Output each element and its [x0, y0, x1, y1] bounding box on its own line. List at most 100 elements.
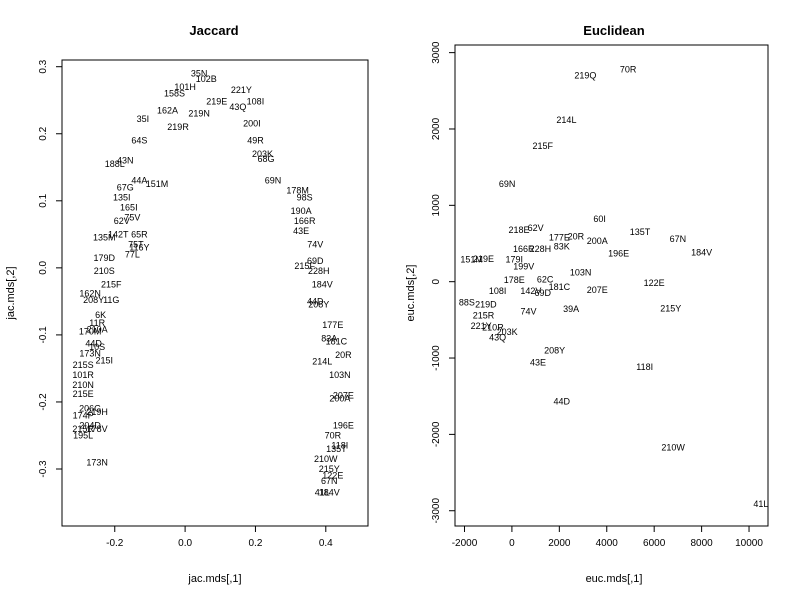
point-label: 203K	[497, 327, 518, 337]
point-label: 173N	[79, 349, 101, 359]
point-label: 64S	[131, 135, 147, 145]
x-tick-label: 6000	[643, 538, 666, 549]
point-label: 219D	[475, 300, 497, 310]
x-tick-label: 0.4	[319, 538, 333, 549]
point-label: 195L	[73, 430, 93, 440]
point-label: 166R	[294, 216, 316, 226]
point-label: 179I	[506, 255, 524, 265]
y-tick-label: -3000	[431, 498, 442, 524]
point-label: 88S	[459, 297, 475, 307]
y-tick-label: 1000	[431, 194, 442, 217]
y-tick-label: -0.1	[38, 326, 49, 344]
point-label: 74V	[520, 306, 536, 316]
point-label: 200A	[329, 394, 350, 404]
point-label: 210A	[87, 325, 108, 335]
x-tick-label: 0.0	[178, 538, 192, 549]
y-axis-label-jaccard: jac.mds[,2]	[5, 266, 17, 320]
point-label: 208Y	[83, 295, 104, 305]
point-label: 196E	[608, 248, 629, 258]
point-label: 62V	[528, 223, 544, 233]
point-label: 207E	[333, 390, 354, 400]
euclidean-panel: Euclidean -2000 0 2000 4000 6000 8000 10000 -3…	[405, 23, 769, 585]
point-label: 215Y	[319, 464, 340, 474]
point-label: 98S	[297, 192, 313, 202]
point-label: 214L	[556, 115, 576, 125]
point-label: 65R	[131, 229, 148, 239]
y-tick-label: -2000	[431, 421, 442, 447]
point-label: 184V	[691, 248, 712, 258]
point-label: 135T	[326, 444, 347, 454]
x-tick-label: -2000	[452, 538, 478, 549]
x-axis-label-jaccard: jac.mds[,1]	[187, 573, 241, 585]
point-label: 215I	[95, 355, 113, 365]
point-label: 35I	[137, 114, 150, 124]
point-label: 142V	[520, 286, 541, 296]
point-label: 199V	[513, 261, 534, 271]
point-label: 35N	[191, 68, 208, 78]
point-label: 190A	[291, 206, 312, 216]
point-label: 188L	[105, 159, 125, 169]
y-tick-label: 0	[431, 278, 442, 284]
point-label: 43E	[530, 358, 546, 368]
point-label: 44D	[553, 397, 570, 407]
point-label: 67N	[321, 476, 338, 486]
point-label: 151M	[146, 179, 169, 189]
x-tick-label: 10000	[735, 538, 763, 549]
point-label: 228H	[308, 266, 330, 276]
y-tick-label: -1000	[431, 345, 442, 371]
point-label: 181C	[326, 337, 348, 347]
point-label: 68G	[257, 154, 274, 164]
point-label: 215S	[73, 360, 94, 370]
point-label: 49R	[247, 135, 264, 145]
point-label: 219Q	[574, 71, 596, 81]
point-label: 219N	[188, 109, 210, 119]
point-label: 118I	[636, 362, 653, 372]
point-label: 101H	[174, 82, 196, 92]
point-label: 20R	[335, 350, 352, 360]
point-label: 67N	[670, 234, 687, 244]
point-label: 215F	[294, 261, 315, 271]
point-label: 204D	[79, 420, 101, 430]
point-label: 214L	[312, 357, 332, 367]
y-tick-label: -0.2	[38, 393, 49, 411]
point-label: 20R	[568, 232, 585, 242]
point-label: 158S	[164, 89, 185, 99]
point-label: 215R	[473, 310, 495, 320]
point-label: 210W	[314, 454, 338, 464]
point-label: 118I	[331, 441, 348, 451]
point-label: 219H	[86, 407, 108, 417]
x-tick-label: 4000	[596, 538, 619, 549]
point-label: 44D	[307, 296, 324, 306]
point-label: 70R	[620, 64, 637, 74]
point-label: 67G	[117, 182, 134, 192]
x-axis-euclidean: -2000 0 2000 4000 6000 8000 10000	[452, 525, 763, 549]
point-label: 74V	[307, 239, 323, 249]
point-label: 122E	[322, 471, 343, 481]
point-label: 39A	[563, 304, 579, 314]
point-label: 215F	[532, 141, 553, 151]
point-label: 69N	[265, 176, 282, 186]
point-label: 10S	[89, 342, 105, 352]
point-label: 221Y	[231, 85, 252, 95]
y-axis-jaccard: -0.3 -0.2 -0.1 0.0 0.1 0.2 0.3	[38, 59, 63, 478]
point-label: 108I	[247, 97, 265, 107]
point-label: 41L	[753, 499, 768, 509]
y-tick-label: -0.3	[38, 460, 49, 478]
point-label: 219E	[473, 254, 494, 264]
point-label: 75V	[124, 213, 140, 223]
point-label: 103N	[570, 268, 592, 278]
point-label: 102B	[196, 74, 217, 84]
point-label: 210S	[94, 266, 115, 276]
y-tick-label: 0.3	[38, 59, 49, 73]
point-label: 218E	[509, 225, 530, 235]
point-label: 83A	[321, 333, 337, 343]
point-label: 178V	[87, 424, 108, 434]
point-label: 69D	[534, 288, 551, 298]
point-label: 166R	[513, 244, 535, 254]
point-label: 108I	[489, 286, 507, 296]
point-label: 77L	[125, 249, 140, 259]
point-label: 228H	[530, 244, 552, 254]
point-label: 83K	[554, 242, 570, 252]
